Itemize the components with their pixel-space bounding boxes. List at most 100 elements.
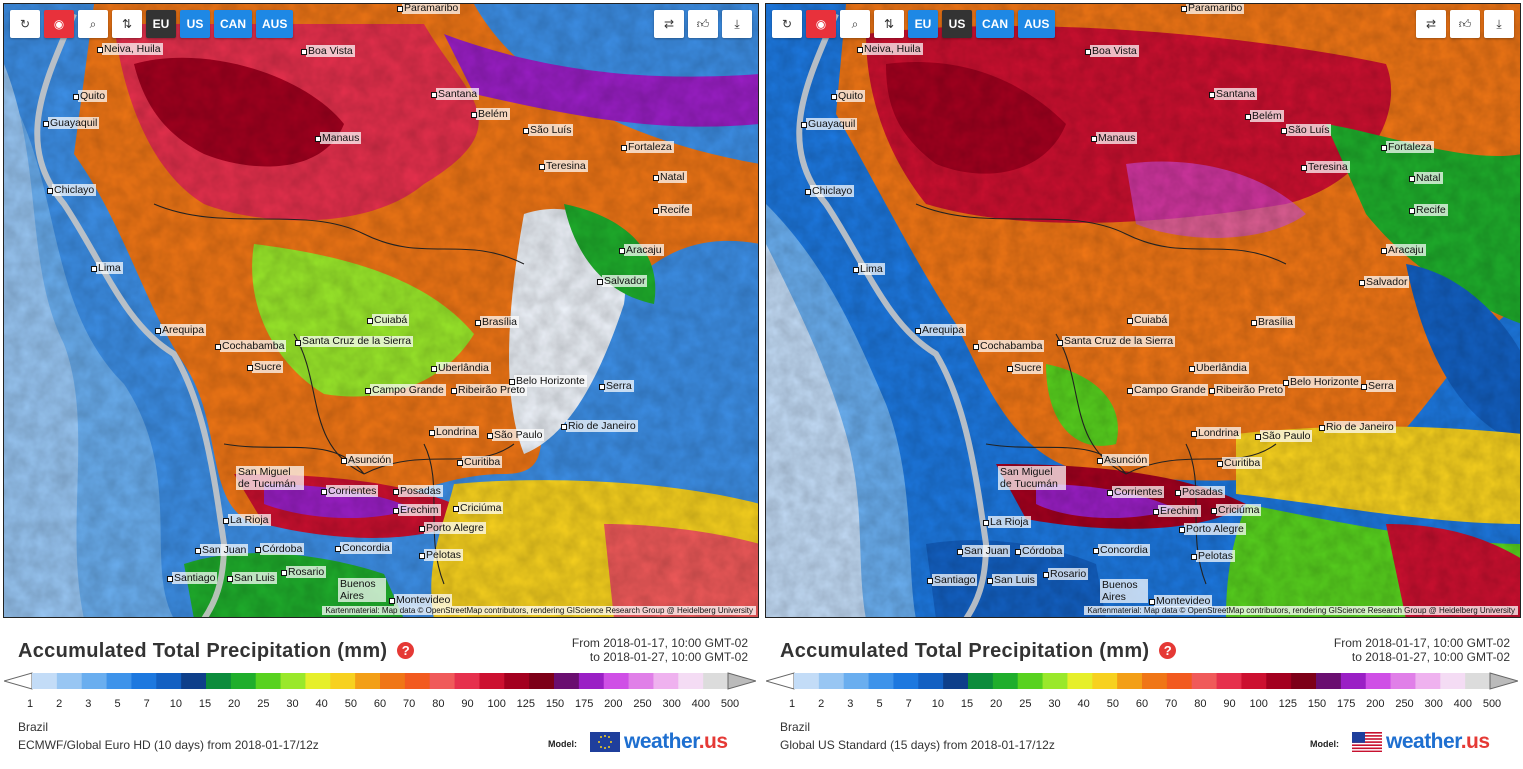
scale-swatch xyxy=(1340,673,1367,689)
refresh-button[interactable]: ↻ xyxy=(772,10,802,38)
scale-swatch xyxy=(380,673,406,689)
city-label: São Paulo xyxy=(486,429,545,441)
city-label: Ribeirão Preto xyxy=(450,384,528,396)
scale-swatch xyxy=(554,673,580,689)
region-aus-button[interactable]: AUS xyxy=(256,10,294,38)
scale-swatch xyxy=(943,673,969,689)
scale-label: 40 xyxy=(315,698,328,710)
region-can-button[interactable]: CAN xyxy=(214,10,252,38)
download-button[interactable]: ⤓ xyxy=(722,10,752,38)
scale-label: 40 xyxy=(1077,698,1090,710)
region-eu-button[interactable]: EU xyxy=(908,10,938,38)
city-label: Salvador xyxy=(1358,276,1410,288)
refresh-button[interactable]: ↻ xyxy=(10,10,40,38)
scale-swatch xyxy=(1266,673,1292,689)
scale-swatch xyxy=(1092,673,1118,689)
scale-label: 20 xyxy=(990,698,1003,710)
city-label: Arequipa xyxy=(154,324,207,336)
like-button[interactable]: 👍︎ xyxy=(1450,10,1480,38)
city-label: Campo Grande xyxy=(365,384,446,396)
scale-swatch xyxy=(992,673,1019,689)
scale-label: 175 xyxy=(574,698,594,710)
scale-swatch xyxy=(1191,673,1218,689)
region-eu-button[interactable]: EU xyxy=(146,10,176,38)
share-button[interactable]: ⇄ xyxy=(1416,10,1446,38)
city-label: Quito xyxy=(72,90,108,102)
scale-label: 50 xyxy=(1106,698,1119,710)
city-label: São Luís xyxy=(1280,124,1332,136)
scale-swatch xyxy=(868,673,894,689)
city-label: Belo Horizonte xyxy=(1283,376,1361,388)
city-label: Criciúma xyxy=(1210,504,1262,516)
panel-gfs: ↻ ◉ ⌕ ⇅ EU US CAN AUS ⇄ 👍︎ ⤓ Paramaribo … xyxy=(762,0,1522,769)
scale-labels: 1 2 3 5 7 10 15 20 25 30 40 50 60 70 80 90 100 125 150 175 2… xyxy=(27,698,739,710)
map-actions: ⇄ 👍︎ ⤓ xyxy=(1416,10,1514,38)
city-label: Santana xyxy=(430,88,480,100)
scale-swatch xyxy=(230,673,257,689)
zoom-button[interactable]: ⌕ xyxy=(78,10,108,38)
city-label: Fortaleza xyxy=(621,141,674,153)
scale-label: 100 xyxy=(487,698,506,710)
share-button[interactable]: ⇄ xyxy=(654,10,684,38)
zoom-button[interactable]: ⌕ xyxy=(840,10,870,38)
city-label: Santa Cruz de la Sierra xyxy=(294,335,414,347)
scale-label: 50 xyxy=(344,698,357,710)
region-us-button[interactable]: US xyxy=(942,10,972,38)
city-label: San Juan xyxy=(956,545,1011,557)
city-label: Recife xyxy=(653,204,692,216)
period-from: From 2018-01-17, 10:00 GMT-02 xyxy=(1333,636,1510,650)
precipitation-map[interactable]: ↻ ◉ ⌕ ⇅ EU US CAN AUS ⇄ 👍︎ ⤓ Paramaribo … xyxy=(765,3,1521,618)
scale-swatch xyxy=(1241,673,1267,689)
location-pin-button[interactable]: ◉ xyxy=(806,10,836,38)
help-icon[interactable]: ? xyxy=(1159,642,1177,659)
city-label: Campo Grande xyxy=(1127,384,1208,396)
scale-label: 30 xyxy=(286,698,299,710)
time-period: From 2018-01-17, 10:00 GMT-02 to 2018-01… xyxy=(1334,636,1510,664)
sort-button[interactable]: ⇅ xyxy=(112,10,142,38)
scale-swatch xyxy=(280,673,306,689)
city-label: Rosario xyxy=(1042,568,1089,580)
scale-swatch xyxy=(1216,673,1242,689)
scale-label: 2 xyxy=(56,698,63,710)
location-pin-button[interactable]: ◉ xyxy=(44,10,74,38)
like-button[interactable]: 👍︎ xyxy=(688,10,718,38)
city-label: Erechim xyxy=(393,504,441,516)
region-can-button[interactable]: CAN xyxy=(976,10,1014,38)
city-label: Montevideo xyxy=(1148,595,1213,607)
region-us-button[interactable]: US xyxy=(180,10,210,38)
scale-swatch xyxy=(156,673,182,689)
scale-swatch xyxy=(703,673,729,689)
scale-swatch xyxy=(1291,673,1317,689)
city-label: Cuiabá xyxy=(366,314,410,326)
city-label: Teresina xyxy=(1301,161,1350,173)
city-label: San Miguel de Tucumán xyxy=(998,466,1066,490)
scale-label: 100 xyxy=(1249,698,1268,710)
scale-swatch xyxy=(968,673,994,689)
city-label: Rio de Janeiro xyxy=(1319,421,1396,433)
scale-label: 150 xyxy=(545,698,565,710)
city-label: Brasília xyxy=(1250,316,1296,328)
panel-ecmwf: ↻ ◉ ⌕ ⇅ EU US CAN AUS ⇄ 👍︎ ⤓ Paramaribo … xyxy=(0,0,760,769)
scale-max-arrow xyxy=(1489,672,1518,690)
scale-label: 400 xyxy=(1453,698,1473,710)
region-aus-button[interactable]: AUS xyxy=(1018,10,1056,38)
city-label: Curitiba xyxy=(1216,457,1263,469)
period-from: From 2018-01-17, 10:00 GMT-02 xyxy=(571,636,748,650)
city-label: Guayaquil xyxy=(42,117,100,129)
scale-label: 70 xyxy=(1165,698,1178,710)
scale-label: 125 xyxy=(1278,698,1298,710)
scale-swatch xyxy=(578,673,605,689)
help-icon[interactable]: ? xyxy=(397,642,415,659)
scale-swatch xyxy=(1415,673,1441,689)
city-label: Ribeirão Preto xyxy=(1208,384,1286,396)
precipitation-map[interactable]: ↻ ◉ ⌕ ⇅ EU US CAN AUS ⇄ 👍︎ ⤓ Paramaribo … xyxy=(3,3,759,618)
scale-swatch xyxy=(504,673,530,689)
city-label: Uberlândia xyxy=(1189,362,1249,374)
color-scale xyxy=(4,672,756,690)
sort-button[interactable]: ⇅ xyxy=(874,10,904,38)
city-label: San Juan xyxy=(194,544,249,556)
download-button[interactable]: ⤓ xyxy=(1484,10,1514,38)
city-label: Paramaribo xyxy=(1180,3,1245,14)
scale-swatch xyxy=(1067,673,1093,689)
city-label: Manaus xyxy=(1090,132,1138,144)
